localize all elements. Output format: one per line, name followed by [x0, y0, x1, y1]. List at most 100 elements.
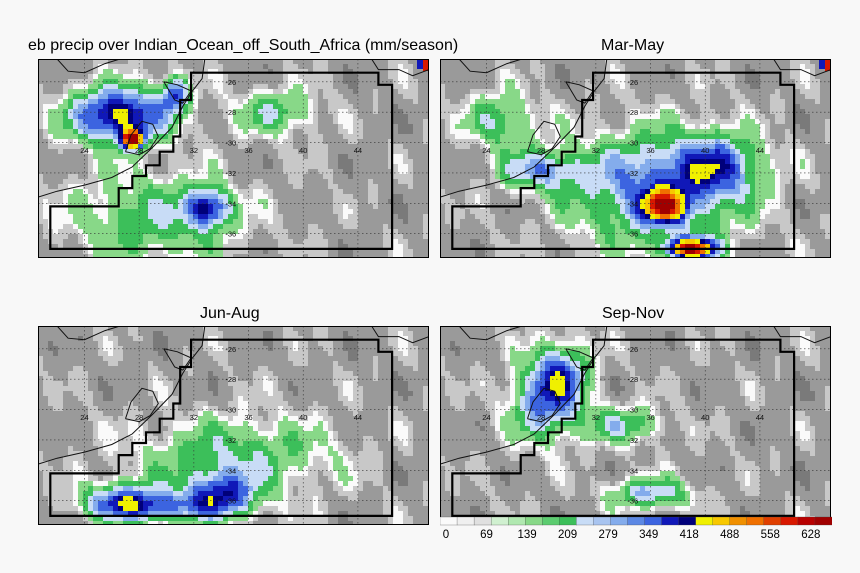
lat-tick-label: -30 — [627, 406, 638, 415]
lon-tick-label: 44 — [354, 146, 362, 155]
region-box — [49, 338, 394, 517]
panel-frame — [440, 59, 831, 258]
coastline — [773, 59, 831, 77]
coastline — [56, 59, 121, 74]
colorbar-tick-label: 69 — [480, 529, 493, 541]
colorbar-swatch — [508, 516, 526, 526]
colorbar-swatch — [593, 516, 611, 526]
coastline — [440, 326, 608, 465]
colorbar-swatch — [780, 516, 799, 526]
lat-tick-label: -34 — [225, 466, 236, 475]
lon-tick-label: 24 — [482, 146, 490, 155]
map-panel-son: 24 28 32 36 40 44 -26 -28 -30 -32 -34 -36 — [440, 326, 831, 525]
colorbar-tick-label: 488 — [720, 529, 739, 541]
colorbar-swatch — [456, 516, 475, 526]
coastline — [458, 326, 523, 341]
panel-title-mam: Mar-May — [601, 37, 665, 54]
colorbar-tick-label: 418 — [680, 529, 699, 541]
lon-tick-label: 44 — [354, 413, 362, 422]
coastline — [125, 387, 159, 423]
colorbar-tick-label: 558 — [761, 529, 780, 541]
coastline — [38, 326, 206, 465]
colorbar-swatch — [661, 516, 680, 526]
lat-tick-label: -30 — [225, 406, 236, 415]
map-panel-jja: 24 28 32 36 40 44 -26 -28 -30 -32 -34 -36 — [38, 326, 429, 525]
coastline — [565, 348, 594, 371]
lon-tick-label: 36 — [244, 146, 252, 155]
lat-tick-label: -28 — [627, 375, 638, 384]
lat-tick-label: -28 — [225, 108, 236, 117]
colorbar-swatch — [473, 516, 492, 526]
region-box — [451, 338, 796, 517]
lat-tick-label: -34 — [627, 466, 638, 475]
map-panel-djf: 24 28 32 36 40 44 -26 -28 -30 -32 -34 -36 — [38, 59, 429, 258]
lat-tick-label: -32 — [627, 436, 638, 445]
colorbar-tick-label: 279 — [599, 529, 618, 541]
coastline — [565, 81, 594, 104]
coastline — [527, 120, 561, 156]
lon-tick-label: 28 — [537, 413, 545, 422]
panel-frame — [38, 326, 429, 525]
lon-tick-label: 40 — [299, 146, 307, 155]
lat-tick-label: -26 — [627, 78, 638, 87]
lat-tick-label: -26 — [627, 345, 638, 354]
coastline — [458, 59, 523, 74]
lon-tick-label: 44 — [756, 146, 764, 155]
corner-hotspot — [819, 59, 831, 71]
colorbar-tick-label: 209 — [558, 529, 577, 541]
lat-tick-label: -26 — [225, 78, 236, 87]
lon-tick-label: 44 — [756, 413, 764, 422]
colorbar-swatch — [576, 516, 594, 526]
colorbar-tick-label: 349 — [639, 529, 658, 541]
colorbar-swatch — [627, 516, 645, 526]
lat-tick-label: -32 — [225, 169, 236, 178]
panel-title-djf: eb precip over Indian_Ocean_off_South_Af… — [28, 37, 459, 54]
colorbar-swatch — [695, 516, 714, 526]
lat-tick-label: -36 — [225, 497, 236, 506]
colorbar-swatch — [559, 516, 577, 526]
lat-tick-label: -36 — [627, 230, 638, 239]
coastline — [371, 326, 429, 344]
lat-tick-label: -32 — [627, 169, 638, 178]
colorbar-swatch — [490, 516, 509, 526]
colorbar-tick-label: 0 — [443, 529, 449, 541]
map-panel-mam: 24 28 32 36 40 44 -26 -28 -30 -32 -34 -36 — [440, 59, 831, 258]
colorbar-tick-label: 628 — [801, 529, 820, 541]
colorbar-swatch — [814, 516, 832, 526]
panel-frame — [38, 59, 429, 258]
lon-tick-label: 28 — [537, 146, 545, 155]
lon-tick-label: 40 — [701, 413, 709, 422]
lon-tick-label: 28 — [135, 413, 143, 422]
lat-tick-label: -30 — [627, 139, 638, 148]
lon-tick-label: 32 — [592, 146, 600, 155]
colorbar-swatch — [763, 516, 782, 526]
lat-tick-label: -34 — [225, 199, 236, 208]
coastline — [773, 326, 831, 344]
colorbar-swatch — [678, 516, 697, 526]
coastline — [163, 348, 192, 371]
lon-tick-label: 28 — [135, 146, 143, 155]
lat-tick-label: -30 — [225, 139, 236, 148]
lon-tick-label: 24 — [80, 146, 88, 155]
lon-tick-label: 32 — [190, 146, 198, 155]
colorbar-swatch — [542, 516, 560, 526]
colorbar-swatch — [797, 516, 816, 526]
lat-tick-label: -36 — [225, 230, 236, 239]
coastline — [440, 59, 608, 198]
colorbar-swatch — [610, 516, 628, 526]
lon-tick-label: 36 — [646, 146, 654, 155]
lat-tick-label: -26 — [225, 345, 236, 354]
colorbar-tick-label: 139 — [517, 529, 536, 541]
lat-tick-label: -32 — [225, 436, 236, 445]
lon-tick-label: 40 — [701, 146, 709, 155]
panel-title-jja: Jun-Aug — [200, 305, 260, 322]
coastline — [38, 59, 206, 198]
lon-tick-label: 32 — [592, 413, 600, 422]
lat-tick-label: -34 — [627, 199, 638, 208]
lon-tick-label: 36 — [646, 413, 654, 422]
region-box — [49, 71, 394, 250]
coastline — [371, 59, 429, 77]
lat-tick-label: -28 — [627, 108, 638, 117]
coastline — [125, 120, 159, 156]
coastline — [56, 326, 121, 341]
